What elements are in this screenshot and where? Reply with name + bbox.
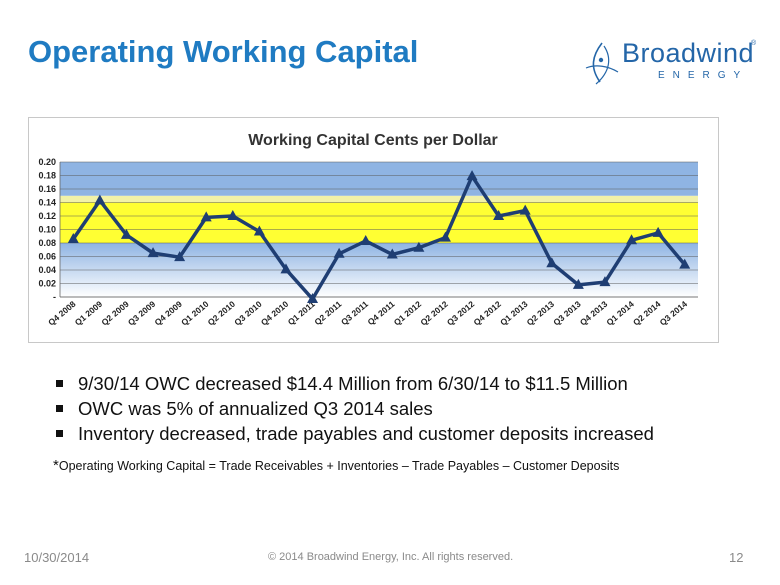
chart-title: Working Capital Cents per Dollar — [248, 132, 498, 149]
footer-copyright: © 2014 Broadwind Energy, Inc. All rights… — [268, 551, 514, 563]
data-point-marker — [253, 225, 265, 236]
logo-registered-mark: ® — [751, 40, 757, 47]
data-point-marker — [333, 247, 345, 258]
data-point-marker — [493, 210, 505, 220]
x-tick-label: Q3 2012 — [445, 299, 477, 328]
y-tick-label: 0.08 — [38, 238, 56, 248]
bullet-item: 9/30/14 OWC decreased $14.4 Million from… — [56, 371, 654, 396]
data-point-marker — [280, 263, 292, 274]
slide-title: Operating Working Capital — [28, 34, 419, 69]
bullet-item: Inventory decreased, trade payables and … — [56, 421, 654, 446]
chart-frame: Working Capital Cents per Dollar - 0.02 0.0… — [28, 117, 719, 343]
y-tick-label: - — [53, 292, 56, 302]
x-tick-label: Q4 2011 — [366, 299, 397, 327]
y-tick-label: 0.02 — [38, 279, 56, 289]
x-tick-label: Q1 2009 — [73, 299, 105, 328]
x-tick-label: Q4 2012 — [471, 299, 503, 328]
y-tick-label: 0.14 — [38, 198, 56, 208]
logo-subtitle: ENERGY — [658, 70, 749, 81]
x-tick-label: Q4 2008 — [46, 299, 78, 328]
x-tick-label: Q1 2012 — [392, 299, 424, 328]
y-tick-label: 0.16 — [38, 184, 56, 194]
bullet-list: 9/30/14 OWC decreased $14.4 Million from… — [56, 371, 654, 446]
logo-wordmark: Broadwind — [622, 38, 755, 68]
x-tick-label: Q2 2009 — [99, 299, 131, 328]
x-tick-label: Q1 2013 — [498, 299, 530, 328]
bullet-item: OWC was 5% of annualized Q3 2014 sales — [56, 396, 654, 421]
data-point-marker — [652, 226, 664, 237]
data-point-marker — [439, 231, 451, 242]
footnote: *Operating Working Capital = Trade Recei… — [53, 457, 619, 474]
logo-swoosh-icon — [585, 42, 619, 85]
data-point-marker — [120, 228, 132, 239]
data-point-marker — [386, 248, 398, 259]
data-point-marker — [200, 211, 212, 222]
data-point-marker — [94, 194, 106, 205]
chart-band — [60, 202, 698, 243]
page-number: 12 — [729, 550, 744, 565]
y-tick-label: 0.20 — [38, 157, 56, 167]
data-point-marker — [626, 234, 638, 245]
x-tick-label: Q3 2014 — [658, 299, 690, 328]
x-tick-label: Q1 2014 — [604, 299, 636, 328]
y-tick-label: 0.12 — [38, 211, 56, 221]
data-point-marker — [519, 204, 531, 215]
series-line — [71, 174, 687, 301]
y-tick-label: 0.10 — [38, 225, 56, 235]
x-tick-label: Q1 2010 — [179, 299, 211, 328]
data-point-marker — [174, 251, 186, 262]
x-tick-label: Q3 2013 — [551, 299, 583, 328]
footnote-star: * — [53, 457, 59, 474]
data-point-marker — [307, 293, 319, 304]
x-tick-label: Q4 2010 — [259, 299, 291, 328]
data-point-marker — [227, 210, 239, 220]
data-point-marker — [413, 241, 425, 252]
x-tick-label: Q3 2009 — [126, 299, 158, 328]
y-tick-label: 0.18 — [38, 171, 56, 181]
x-tick-label: Q2 2012 — [418, 299, 450, 328]
y-tick-label: 0.04 — [38, 265, 56, 275]
company-logo: Broadwind ® ENERGY — [582, 38, 762, 88]
data-point-marker — [546, 257, 558, 268]
data-point-marker — [599, 276, 611, 287]
data-point-marker — [147, 247, 159, 258]
x-tick-label: Q2 2010 — [206, 299, 238, 328]
y-tick-label: 0.06 — [38, 252, 56, 262]
x-tick-label: Q2 2013 — [525, 299, 557, 328]
chart-band — [60, 162, 698, 196]
data-point-marker — [360, 234, 372, 245]
footnote-text: Operating Working Capital = Trade Receiv… — [58, 459, 620, 473]
x-tick-label: Q4 2013 — [578, 299, 610, 328]
data-point-marker — [572, 278, 584, 289]
x-tick-label: Q3 2010 — [232, 299, 264, 328]
x-tick-label: Q4 2009 — [152, 299, 184, 328]
x-tick-label: Q2 2014 — [631, 299, 663, 328]
data-point-marker — [67, 232, 79, 243]
working-capital-chart: Working Capital Cents per Dollar - 0.02 0.0… — [38, 132, 698, 328]
data-point-marker — [679, 258, 691, 269]
x-tick-label: Q3 2011 — [339, 299, 370, 327]
chart-band — [60, 195, 698, 203]
data-point-marker — [466, 170, 478, 181]
footer-date: 10/30/2014 — [24, 550, 90, 565]
